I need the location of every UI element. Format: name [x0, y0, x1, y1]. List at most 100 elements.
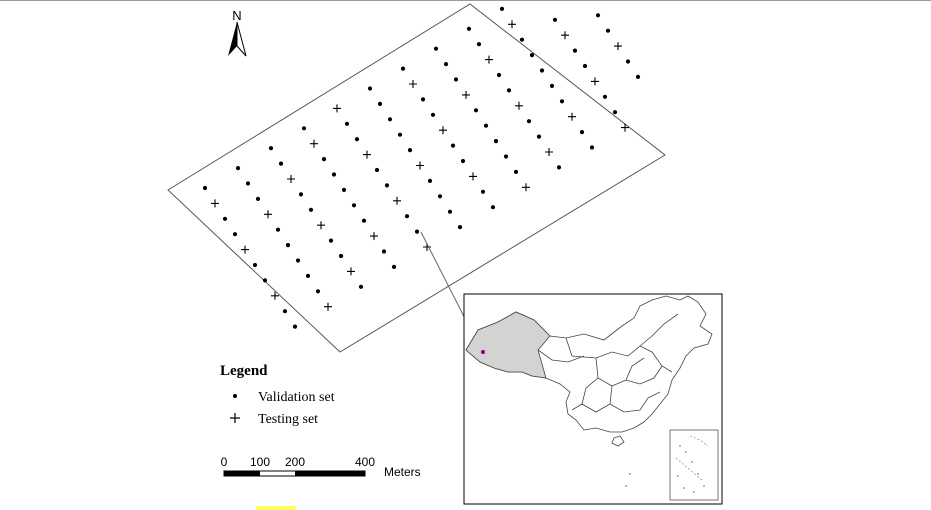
validation-point: [387, 117, 393, 122]
south-sea-dashes: [675, 435, 709, 481]
validation-point: [443, 62, 449, 67]
testing-point: [271, 291, 279, 300]
validation-point: [420, 97, 426, 102]
validation-point: [315, 289, 321, 294]
testing-point: [287, 175, 295, 183]
validation-point: [341, 187, 347, 192]
validation-point: [529, 53, 535, 58]
legend-title: Legend: [220, 363, 268, 379]
validation-point: [414, 229, 420, 234]
validation-point: [457, 225, 463, 230]
testing-point: [522, 183, 530, 192]
validation-point: [572, 48, 578, 53]
validation-point: [275, 227, 281, 232]
testing-point: [485, 55, 493, 64]
testing-point: [614, 42, 622, 51]
validation-point: [579, 130, 585, 135]
validation-point: [282, 309, 288, 314]
validation-point: [338, 253, 344, 259]
plus-icon: [230, 413, 240, 423]
accent-mark: [256, 506, 296, 510]
validation-point: [536, 134, 542, 139]
validation-point: [384, 183, 390, 188]
validation-point: [262, 278, 268, 283]
testing-point: [347, 267, 355, 276]
legend: Legend Validation set Testing set: [220, 363, 335, 427]
validation-point: [391, 264, 397, 269]
highlighted-region: [465, 311, 551, 379]
validation-point: [222, 216, 228, 221]
validation-point: [539, 68, 545, 73]
dot-icon: [233, 394, 237, 398]
testing-point: [621, 123, 629, 132]
validation-point: [374, 167, 380, 173]
testing-point: [241, 245, 249, 254]
legend-validation-label: Validation set: [258, 390, 335, 405]
legend-testing-label: Testing set: [258, 412, 318, 427]
validation-point: [519, 37, 525, 42]
testing-point: [211, 199, 219, 208]
validation-point: [377, 101, 383, 106]
scale-bar: 0 100 200 400 Meters: [221, 455, 421, 479]
scale-unit: Meters: [384, 465, 421, 479]
south-sea-islands: [625, 445, 705, 493]
validation-point: [361, 218, 367, 223]
validation-point: [466, 26, 472, 31]
validation-point: [480, 189, 486, 194]
testing-point: [317, 221, 325, 230]
validation-point: [450, 143, 456, 148]
testing-point: [333, 104, 341, 113]
testing-point: [370, 232, 378, 241]
validation-point: [245, 181, 251, 186]
validation-point: [483, 123, 489, 128]
validation-point: [400, 66, 406, 71]
testing-point: [416, 161, 424, 170]
north-arrow: N: [228, 8, 247, 57]
validation-point: [447, 209, 453, 214]
validation-point: [255, 196, 261, 201]
validation-point: [437, 194, 443, 199]
scale-tick-400: 400: [355, 455, 375, 469]
scale-tick-200: 200: [285, 455, 305, 469]
validation-point: [460, 158, 466, 164]
testing-point: [469, 172, 477, 181]
top-border: [0, 0, 931, 1]
validation-point: [381, 249, 387, 254]
validation-point: [298, 192, 304, 197]
country-outline: [465, 295, 713, 433]
validation-point: [235, 166, 241, 171]
validation-point: [499, 6, 505, 11]
testing-point: [264, 210, 272, 219]
scale-seg-3: [295, 471, 365, 476]
validation-point: [526, 119, 532, 124]
scale-seg-1: [224, 471, 260, 476]
validation-point: [427, 178, 433, 183]
testing-point: [545, 148, 553, 156]
validation-point: [433, 46, 439, 51]
validation-point: [285, 243, 291, 248]
testing-point: [515, 101, 523, 110]
validation-point: [344, 121, 350, 126]
validation-point: [559, 99, 565, 104]
validation-point: [308, 207, 314, 212]
validation-point: [358, 284, 364, 289]
testing-point: [363, 150, 371, 159]
testing-point: [568, 112, 576, 121]
validation-point: [301, 126, 307, 131]
testing-point: [393, 196, 401, 205]
south-sea-inset: [669, 429, 719, 501]
validation-point: [595, 13, 601, 18]
validation-point: [612, 110, 618, 115]
validation-point: [278, 161, 284, 166]
validation-point: [549, 83, 555, 88]
testing-point: [324, 302, 332, 311]
validation-point: [321, 157, 327, 162]
validation-point: [404, 214, 410, 219]
testing-point: [508, 20, 516, 29]
study-site-marker: [481, 350, 485, 354]
validation-point: [506, 88, 512, 93]
validation-point: [473, 108, 479, 113]
testing-point: [310, 139, 318, 148]
north-label: N: [232, 8, 241, 23]
